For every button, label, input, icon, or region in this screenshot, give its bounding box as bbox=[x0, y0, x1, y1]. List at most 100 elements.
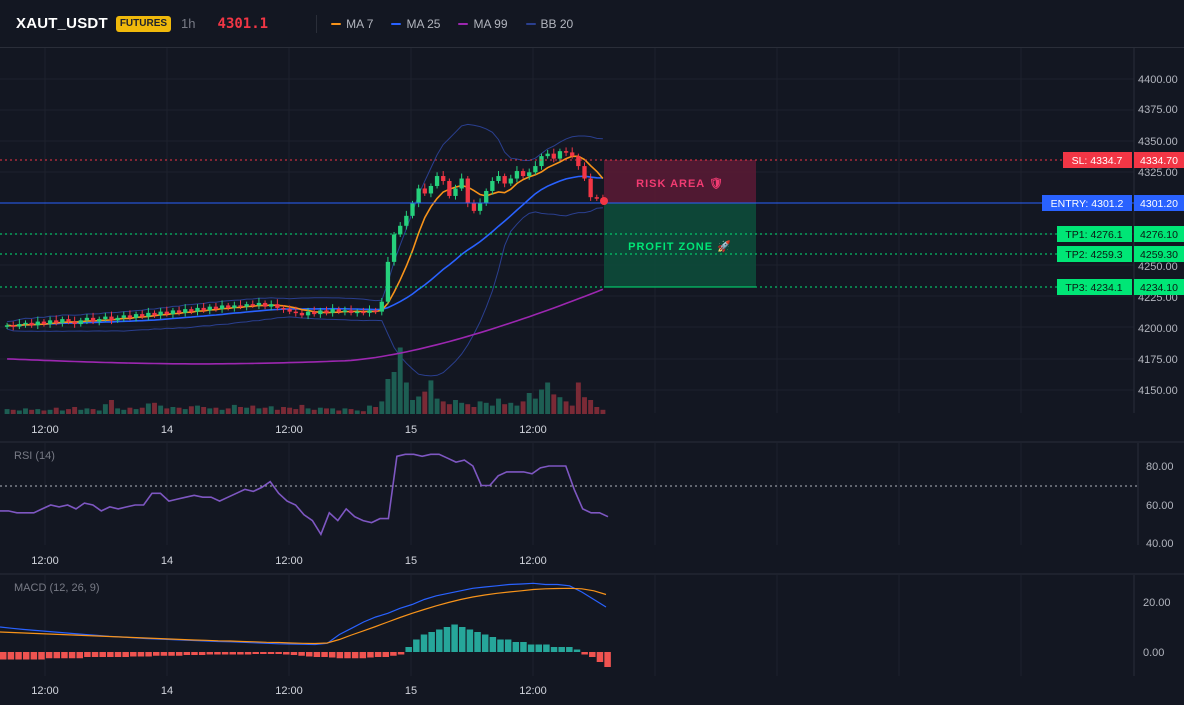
macd-hist-bar bbox=[344, 652, 351, 659]
sl-tag[interactable]: SL: 4334.7 4334.70 bbox=[1063, 152, 1184, 168]
macd-hist-bar bbox=[114, 652, 122, 657]
macd-hist-bar bbox=[589, 652, 596, 657]
tp3-tag[interactable]: TP3: 4234.1 4234.10 bbox=[1057, 279, 1184, 295]
macd-hist-bar bbox=[252, 652, 259, 654]
volume-bar bbox=[10, 409, 16, 414]
time-tick: 12:00 bbox=[31, 424, 59, 436]
ma99-swatch-icon bbox=[458, 22, 469, 25]
candle-body bbox=[563, 151, 569, 153]
volume-bar bbox=[133, 409, 139, 414]
candle-body bbox=[201, 307, 206, 311]
candle-body bbox=[422, 188, 427, 194]
price-tick: 4175.00 bbox=[1138, 354, 1178, 366]
time-axis-main[interactable]: 12:00 14 12:00 15 12:00 bbox=[31, 424, 547, 436]
legend-bb20-label: BB 20 bbox=[540, 16, 574, 31]
volume-bar bbox=[410, 400, 415, 414]
volume-bar bbox=[219, 409, 225, 414]
candle-body bbox=[324, 310, 329, 313]
candle-body bbox=[447, 181, 452, 196]
candle-body bbox=[367, 310, 372, 313]
entry-axis-text: 4301.20 bbox=[1140, 198, 1178, 210]
price-tick: 4400.00 bbox=[1138, 74, 1178, 86]
entry-tag-text: ENTRY: 4301.2 bbox=[1051, 198, 1124, 210]
candle-body bbox=[287, 309, 292, 312]
macd-hist-bar bbox=[260, 652, 267, 654]
candle-body bbox=[293, 311, 298, 314]
symbol-name[interactable]: XAUT_USDT bbox=[16, 15, 108, 32]
chart-canvas[interactable]: RISK AREA 🛡 PROFIT ZONE 🚀 4400.00 4375.0… bbox=[0, 48, 1184, 705]
rsi-axis-60: 60.00 bbox=[1146, 500, 1174, 512]
macd-hist-bar bbox=[390, 652, 397, 656]
candle-body bbox=[441, 176, 446, 182]
volume-bar bbox=[532, 398, 538, 414]
candle-body bbox=[557, 151, 563, 159]
volume-bar bbox=[145, 403, 151, 414]
legend-ma25[interactable]: MA 25 bbox=[391, 17, 440, 31]
macd-hist-bar bbox=[359, 652, 367, 659]
candle-body bbox=[318, 310, 323, 315]
macd-hist-bar bbox=[367, 652, 374, 658]
current-price-dot bbox=[600, 197, 608, 205]
macd-hist-bar bbox=[267, 652, 275, 654]
time-tick: 12:00 bbox=[519, 424, 547, 436]
volume-bar bbox=[471, 407, 477, 414]
volume-bar bbox=[354, 410, 360, 414]
macd-hist-bar bbox=[68, 652, 76, 659]
candle-body bbox=[582, 166, 587, 179]
time-tick: 12:00 bbox=[275, 424, 303, 436]
entry-tag[interactable]: ENTRY: 4301.2 4301.20 bbox=[1042, 195, 1184, 211]
candle-body bbox=[305, 311, 311, 316]
macd-hist-bar bbox=[413, 639, 420, 652]
macd-hist-bar bbox=[275, 652, 282, 654]
tp1-tag[interactable]: TP1: 4276.1 4276.10 bbox=[1057, 226, 1184, 242]
volume-bar bbox=[53, 407, 59, 414]
macd-hist-bar bbox=[306, 652, 313, 657]
volume-bar bbox=[526, 393, 532, 414]
volume-bar bbox=[127, 407, 133, 414]
tp2-tag[interactable]: TP2: 4259.3 4259.30 bbox=[1057, 246, 1184, 262]
candle-body bbox=[115, 317, 120, 321]
macd-hist-bar bbox=[45, 652, 53, 659]
legend-ma99[interactable]: MA 99 bbox=[458, 16, 508, 31]
macd-hist-bar bbox=[61, 652, 68, 659]
volume-bar bbox=[287, 407, 293, 414]
candle-body bbox=[336, 309, 341, 312]
volume-bar bbox=[268, 406, 274, 414]
risk-area-label: RISK AREA 🛡 bbox=[636, 177, 724, 190]
macd-hist-bar bbox=[405, 647, 412, 652]
candle-body bbox=[35, 321, 40, 326]
candle-body bbox=[391, 234, 397, 262]
candle-body bbox=[520, 171, 526, 177]
volume-bar bbox=[262, 407, 268, 414]
volume-bar bbox=[367, 405, 372, 414]
candle-body bbox=[502, 176, 507, 184]
candle-body bbox=[250, 304, 255, 306]
legend-bb20[interactable]: BB 20 bbox=[525, 16, 574, 31]
volume-bar bbox=[416, 396, 422, 414]
volume-bar bbox=[4, 409, 10, 414]
macd-pane[interactable]: MACD (12, 26, 9) 20.00 0.00 12:00 14 12:… bbox=[0, 582, 1171, 697]
volume-bar bbox=[465, 404, 471, 414]
indicator-legend: MA 7 MA 25 MA 99 BB 20 bbox=[331, 17, 591, 31]
timeframe-selector[interactable]: 1h bbox=[181, 16, 196, 31]
volume-bar bbox=[47, 409, 53, 414]
candle-body bbox=[576, 156, 581, 167]
moving-averages bbox=[7, 155, 604, 365]
candlesticks bbox=[4, 147, 606, 331]
macd-hist-bar bbox=[206, 652, 214, 655]
candle-body bbox=[551, 153, 556, 159]
volume-bar bbox=[520, 401, 526, 414]
volume-bar bbox=[391, 372, 397, 414]
rsi-axis-40: 40.00 bbox=[1146, 538, 1174, 550]
candle-body bbox=[514, 171, 520, 179]
rsi-pane[interactable]: RSI (14) 80.00 60.00 40.00 12:00 14 12:0… bbox=[0, 450, 1174, 567]
volume-bar bbox=[16, 410, 22, 414]
legend-ma7[interactable]: MA 7 bbox=[331, 17, 373, 31]
volume-bar bbox=[336, 410, 342, 414]
ma25-line bbox=[7, 175, 603, 327]
tp3-axis-text: 4234.10 bbox=[1140, 282, 1178, 294]
volume-bar bbox=[428, 380, 434, 414]
volume-bar bbox=[29, 409, 35, 414]
legend-ma99-label: MA 99 bbox=[473, 16, 508, 31]
macd-hist-bar bbox=[122, 652, 129, 657]
